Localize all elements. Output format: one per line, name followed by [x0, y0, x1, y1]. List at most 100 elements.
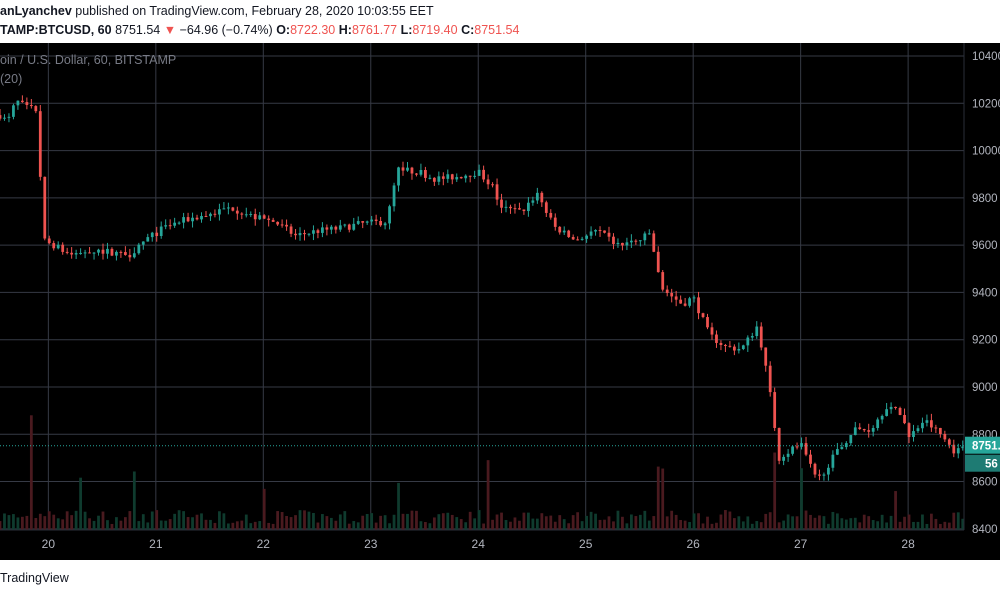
volume-bar — [835, 513, 839, 530]
candle-body — [65, 251, 69, 253]
volume-bar — [791, 516, 794, 530]
candle-body — [38, 111, 42, 177]
volume-bar — [715, 522, 718, 530]
candle-body — [925, 420, 929, 423]
candle-body — [298, 233, 302, 236]
tradingview-brand[interactable]: TradingView — [0, 571, 69, 585]
candle-body — [495, 184, 499, 200]
candle-body — [585, 235, 588, 239]
volume-bar — [110, 523, 114, 530]
volume-bar — [132, 471, 136, 530]
change-value: −64.96 (−0.74%) — [176, 23, 277, 37]
candle-body — [244, 214, 248, 216]
symbol-label: TAMP:BTCUSD, 60 — [0, 23, 112, 37]
candle-body — [580, 238, 584, 240]
volume-bar — [3, 513, 6, 530]
volume-bar — [750, 523, 754, 530]
candle-body — [307, 233, 311, 235]
price-tick-label: 10000 — [972, 146, 1000, 158]
volume-bar — [334, 520, 338, 530]
volume-bar — [491, 519, 494, 530]
volume-bar — [159, 520, 163, 530]
volume-bar — [719, 514, 723, 530]
candle-body — [670, 292, 674, 297]
volume-bar — [477, 510, 481, 530]
volume-bar — [329, 517, 333, 530]
candle-body — [737, 349, 741, 351]
candle-body — [768, 365, 772, 393]
price-tick-label: 9800 — [972, 193, 998, 205]
volume-bar — [83, 511, 87, 530]
volume-bar — [347, 523, 351, 530]
volume-bar — [16, 517, 20, 530]
time-tick-label: 21 — [149, 537, 163, 551]
volume-bar — [531, 518, 535, 530]
candle-body — [43, 176, 47, 239]
candle-body — [647, 233, 651, 235]
volume-bar — [571, 515, 575, 530]
candle-body — [240, 213, 244, 215]
candle-body — [943, 433, 947, 440]
volume-bar — [768, 512, 772, 530]
volume-bar — [146, 522, 150, 530]
candle-body — [871, 428, 875, 432]
author-name[interactable]: anLyanchev — [0, 4, 72, 18]
volume-bar — [88, 518, 91, 530]
volume-bar — [218, 511, 221, 530]
volume-bar — [741, 521, 745, 530]
candle-body — [141, 241, 145, 245]
volume-bar — [307, 511, 311, 530]
volume-bar — [903, 516, 906, 530]
candle-body — [701, 313, 705, 318]
candle-body — [513, 208, 517, 210]
volume-bar — [294, 515, 297, 530]
candle-body — [831, 454, 835, 468]
volume-bar — [643, 510, 647, 530]
candle-body — [683, 303, 687, 306]
volume-bar — [567, 523, 571, 530]
volume-bar — [65, 511, 69, 530]
candle-body — [352, 223, 356, 230]
candle-body — [47, 238, 51, 244]
candle-body — [132, 253, 136, 258]
candle-body — [710, 327, 714, 335]
candle-body — [795, 446, 799, 448]
volume-bar — [379, 515, 383, 530]
volume-bar — [594, 513, 597, 530]
candle-body — [213, 213, 217, 215]
volume-bar — [629, 514, 633, 530]
time-tick-label: 27 — [794, 537, 808, 551]
candle-body — [218, 209, 221, 215]
chart-pane[interactable]: 8400860088009000920094009600980010000102… — [0, 43, 1000, 560]
volume-bar — [106, 520, 109, 530]
volume-bar — [29, 415, 33, 530]
volume-bar — [271, 523, 275, 530]
candle-body — [119, 251, 123, 253]
volume-bar — [101, 511, 105, 530]
price-chart[interactable]: 8400860088009000920094009600980010000102… — [0, 43, 1000, 560]
last-price-value: 8751.54 — [111, 23, 164, 37]
volume-bar — [74, 510, 78, 530]
volume-bar — [849, 518, 853, 530]
volume-bar — [527, 512, 530, 530]
candle-body — [168, 225, 172, 227]
candle-body — [849, 435, 853, 444]
volume-bar — [253, 521, 257, 530]
volume-bar — [141, 514, 145, 530]
volume-bar — [665, 516, 669, 530]
volume-bar — [244, 514, 248, 530]
volume-bar — [925, 523, 929, 530]
volume-bar — [397, 482, 400, 530]
volume-bar — [119, 520, 123, 530]
candle-body — [25, 102, 29, 106]
volume-bar — [697, 513, 700, 530]
volume-bar — [943, 521, 947, 530]
volume-bar — [61, 519, 65, 530]
volume-bar — [258, 521, 262, 530]
candle-body — [200, 216, 203, 220]
volume-bar — [661, 468, 665, 530]
candle-body — [755, 326, 759, 337]
volume-bar — [777, 522, 781, 530]
volume-bar — [191, 517, 194, 530]
volume-bar — [374, 522, 378, 530]
